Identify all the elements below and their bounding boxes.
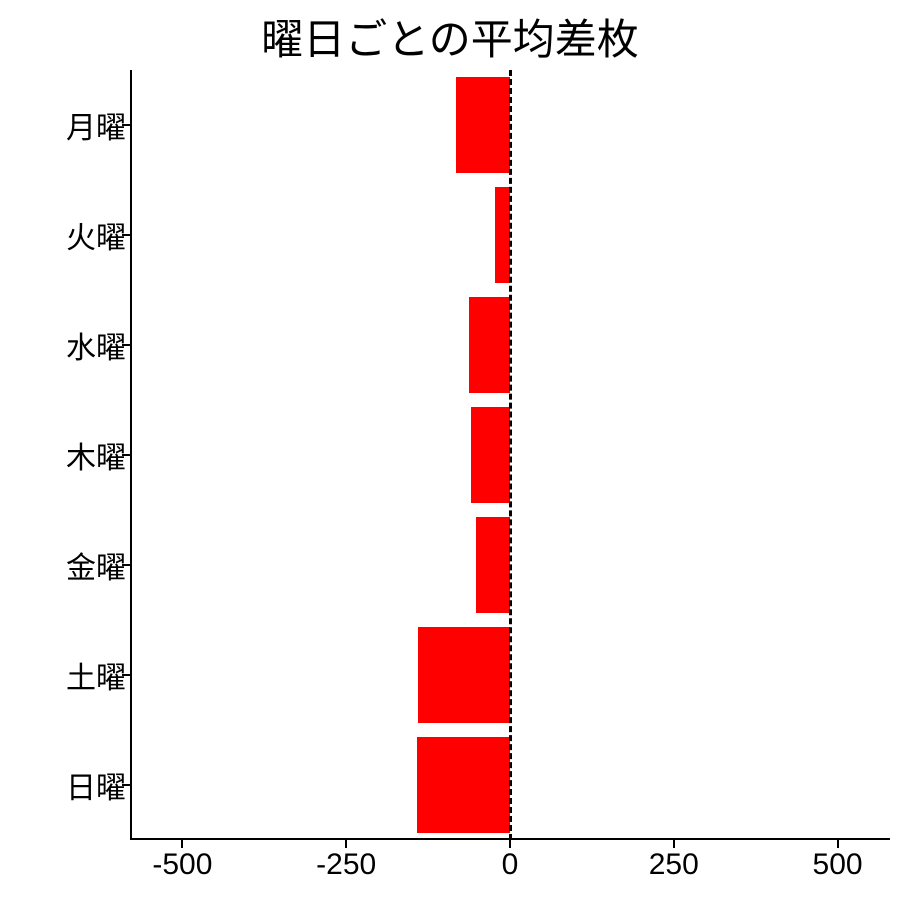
y-tick-label: 金曜: [66, 543, 130, 587]
chart-title: 曜日ごとの平均差枚: [0, 6, 900, 67]
zero-reference-line: [509, 70, 512, 840]
bar: [471, 407, 510, 504]
bar: [469, 297, 510, 394]
x-tick-label: -500: [152, 840, 212, 882]
bar: [418, 627, 510, 724]
y-tick-label: 火曜: [66, 213, 130, 257]
plot-area: 月曜火曜水曜木曜金曜土曜日曜-500-2500250500: [130, 70, 890, 840]
y-tick-label: 日曜: [66, 763, 130, 807]
bar: [456, 77, 510, 174]
x-tick-label: -250: [316, 840, 376, 882]
x-tick-label: 250: [649, 840, 699, 882]
y-tick-label: 月曜: [66, 103, 130, 147]
chart-container: 曜日ごとの平均差枚 月曜火曜水曜木曜金曜土曜日曜-500-2500250500: [0, 0, 900, 900]
bar: [476, 517, 510, 614]
y-tick-label: 木曜: [66, 433, 130, 477]
y-tick-label: 土曜: [66, 653, 130, 697]
y-axis-line: [130, 70, 132, 840]
y-tick-label: 水曜: [66, 323, 130, 367]
x-tick-label: 500: [813, 840, 863, 882]
bar: [417, 737, 510, 834]
x-tick-label: 0: [502, 840, 519, 882]
